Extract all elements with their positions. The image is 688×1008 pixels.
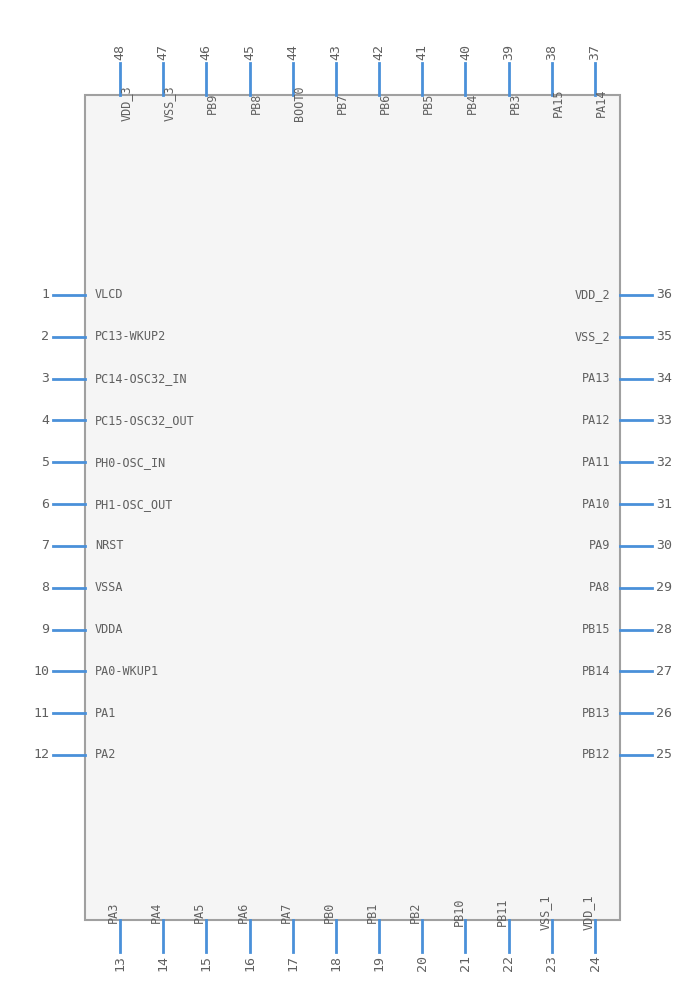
Text: VSSA: VSSA: [95, 582, 124, 595]
Text: 29: 29: [656, 582, 672, 595]
Text: PC13-WKUP2: PC13-WKUP2: [95, 331, 166, 344]
Text: 23: 23: [546, 955, 559, 971]
Text: PB12: PB12: [581, 749, 610, 761]
Text: PA9: PA9: [589, 539, 610, 552]
Text: PB5: PB5: [422, 93, 436, 114]
Text: PB0: PB0: [323, 901, 336, 922]
Text: 4: 4: [41, 414, 49, 427]
Text: PA14: PA14: [595, 89, 608, 117]
Text: 15: 15: [200, 955, 213, 971]
Text: 19: 19: [373, 955, 385, 971]
Text: NRST: NRST: [95, 539, 124, 552]
Text: PA6: PA6: [237, 901, 250, 922]
Text: VSS_1: VSS_1: [539, 894, 552, 929]
Text: PA2: PA2: [95, 749, 116, 761]
Text: 27: 27: [656, 665, 672, 677]
Text: 38: 38: [546, 44, 559, 60]
Text: PA4: PA4: [150, 901, 163, 922]
Text: 24: 24: [588, 955, 601, 971]
Text: VLCD: VLCD: [95, 288, 124, 301]
Text: 43: 43: [330, 44, 343, 60]
Text: 17: 17: [286, 955, 299, 971]
Text: PB10: PB10: [453, 898, 466, 926]
Text: PA13: PA13: [581, 372, 610, 385]
Text: PB9: PB9: [206, 93, 219, 114]
Text: PB4: PB4: [466, 93, 478, 114]
Text: 34: 34: [656, 372, 672, 385]
Text: 39: 39: [502, 44, 515, 60]
Text: 20: 20: [416, 955, 429, 971]
Text: 30: 30: [656, 539, 672, 552]
Text: PB8: PB8: [250, 93, 263, 114]
Text: 9: 9: [41, 623, 49, 636]
Text: PB6: PB6: [379, 93, 392, 114]
Text: 1: 1: [41, 288, 49, 301]
Text: PA11: PA11: [581, 456, 610, 469]
Text: PA5: PA5: [193, 901, 206, 922]
Text: PH1-OSC_OUT: PH1-OSC_OUT: [95, 498, 173, 511]
Text: VDD_2: VDD_2: [574, 288, 610, 301]
Text: VDD_1: VDD_1: [582, 894, 595, 929]
Text: 11: 11: [33, 707, 49, 720]
Text: 36: 36: [656, 288, 672, 301]
Text: 21: 21: [459, 955, 472, 971]
Text: 32: 32: [656, 456, 672, 469]
Text: 12: 12: [33, 749, 49, 761]
Text: 35: 35: [656, 331, 672, 344]
Text: 3: 3: [41, 372, 49, 385]
Text: PB11: PB11: [495, 898, 508, 926]
Text: 25: 25: [656, 749, 672, 761]
Text: VDD_3: VDD_3: [120, 86, 133, 121]
Text: 26: 26: [656, 707, 672, 720]
Text: 45: 45: [243, 44, 256, 60]
Text: PA12: PA12: [581, 414, 610, 427]
Text: VSS_2: VSS_2: [574, 331, 610, 344]
Text: PA15: PA15: [552, 89, 565, 117]
Text: 2: 2: [41, 331, 49, 344]
Text: PA3: PA3: [107, 901, 120, 922]
Text: PA8: PA8: [589, 582, 610, 595]
Text: PB14: PB14: [581, 665, 610, 677]
Text: 13: 13: [114, 955, 127, 971]
Text: PA7: PA7: [280, 901, 292, 922]
Text: 44: 44: [286, 44, 299, 60]
Text: 47: 47: [157, 44, 170, 60]
Text: PC14-OSC32_IN: PC14-OSC32_IN: [95, 372, 188, 385]
Text: 16: 16: [243, 955, 256, 971]
Text: 8: 8: [41, 582, 49, 595]
Text: PA1: PA1: [95, 707, 116, 720]
Text: PA10: PA10: [581, 498, 610, 511]
Text: PH0-OSC_IN: PH0-OSC_IN: [95, 456, 166, 469]
Text: PB1: PB1: [366, 901, 379, 922]
Text: PC15-OSC32_OUT: PC15-OSC32_OUT: [95, 414, 195, 427]
Text: 46: 46: [200, 44, 213, 60]
Text: BOOT0: BOOT0: [292, 86, 305, 121]
Bar: [85, 95, 620, 920]
Text: VSS_3: VSS_3: [163, 86, 176, 121]
Text: 40: 40: [459, 44, 472, 60]
Text: 48: 48: [114, 44, 127, 60]
Text: 42: 42: [373, 44, 385, 60]
Text: 28: 28: [656, 623, 672, 636]
Text: 10: 10: [33, 665, 49, 677]
Text: PA0-WKUP1: PA0-WKUP1: [95, 665, 159, 677]
Text: PB15: PB15: [581, 623, 610, 636]
Text: 5: 5: [41, 456, 49, 469]
Text: 31: 31: [656, 498, 672, 511]
Text: 6: 6: [41, 498, 49, 511]
Text: 18: 18: [330, 955, 343, 971]
Text: 41: 41: [416, 44, 429, 60]
Text: 14: 14: [157, 955, 170, 971]
Text: 7: 7: [41, 539, 49, 552]
Text: 37: 37: [588, 44, 601, 60]
Text: 22: 22: [502, 955, 515, 971]
Text: 33: 33: [656, 414, 672, 427]
Text: VDDA: VDDA: [95, 623, 124, 636]
Text: PB13: PB13: [581, 707, 610, 720]
Text: PB3: PB3: [508, 93, 522, 114]
Text: PB7: PB7: [336, 93, 349, 114]
Text: PB2: PB2: [409, 901, 422, 922]
